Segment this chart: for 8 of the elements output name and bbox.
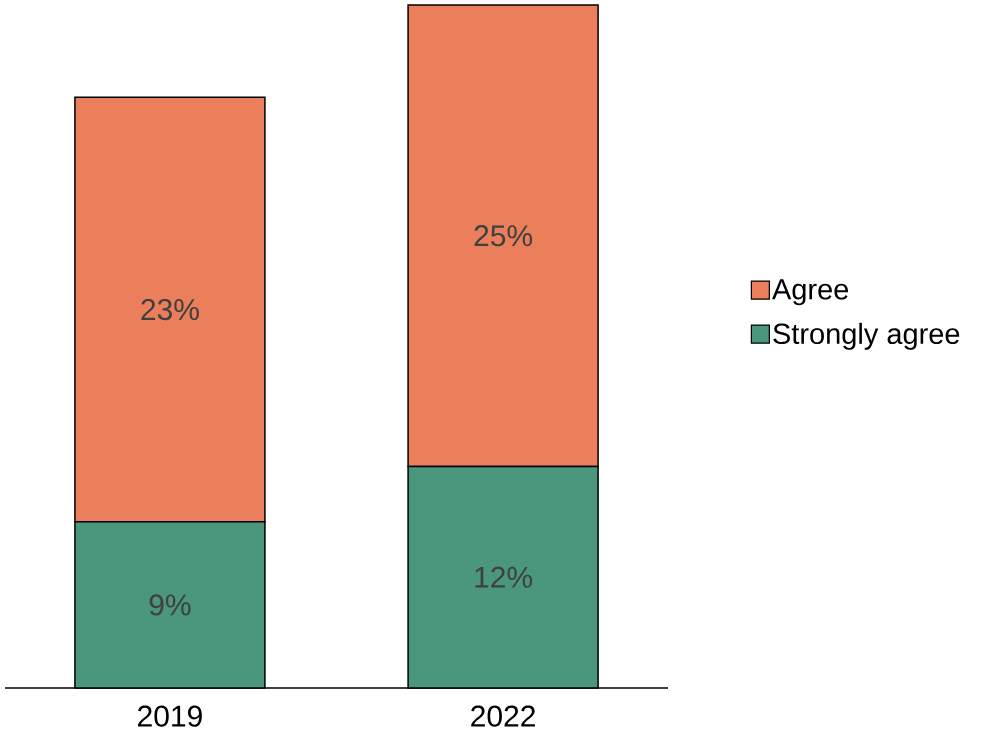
data-label: 23% xyxy=(141,298,199,321)
x-tick-label: 2022 xyxy=(471,705,535,727)
x-tick-label: 2019 xyxy=(138,705,202,727)
legend-label: Strongly agree xyxy=(773,322,960,350)
data-label: 25% xyxy=(474,225,533,247)
data-label: 12% xyxy=(475,566,533,588)
legend-label: Agree xyxy=(772,279,849,306)
data-label: 9% xyxy=(149,594,191,616)
